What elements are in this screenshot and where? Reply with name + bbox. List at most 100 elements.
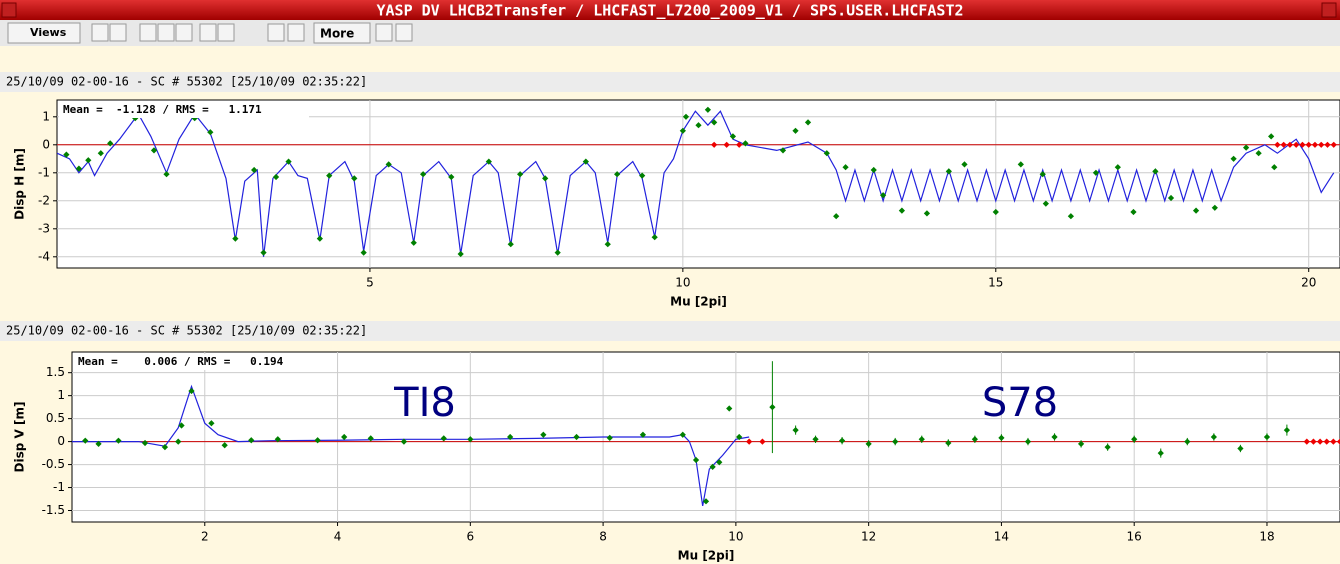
icon[interactable] <box>375 23 393 42</box>
panel-header: 25/10/09 02-00-16 - SC # 55302 [25/10/09… <box>6 324 367 338</box>
icon[interactable] <box>139 23 157 42</box>
annotation: S78 <box>982 380 1058 426</box>
data-point <box>107 140 114 147</box>
y-tick-label: -1 <box>38 165 50 179</box>
data-point <box>1157 449 1164 457</box>
stats: Mean = -1.128 / RMS = 1.171 <box>63 103 262 116</box>
views-label: Views <box>30 26 67 39</box>
data-point <box>1271 164 1278 171</box>
data-point <box>485 158 492 165</box>
x-tick-label: 18 <box>1259 530 1274 544</box>
data-point <box>1336 438 1340 445</box>
y-tick-label: -4 <box>38 249 50 263</box>
data-point <box>1211 204 1218 211</box>
data-point <box>251 166 258 174</box>
title-bar <box>0 0 1340 20</box>
x-tick-label: 10 <box>728 530 743 544</box>
panel-header-bar <box>0 321 1340 341</box>
x-tick-label: 20 <box>1301 276 1316 290</box>
icon[interactable] <box>109 23 127 42</box>
data-point <box>1067 213 1074 220</box>
data-point <box>639 431 647 438</box>
y-tick-label: 1 <box>42 109 50 123</box>
data-point <box>606 434 613 442</box>
y-axis-label: Disp V [m] <box>13 402 27 473</box>
data-point <box>341 433 348 441</box>
annotation: TI8 <box>393 380 456 426</box>
data-point <box>208 420 215 427</box>
x-axis-label: Mu [2pi] <box>670 295 727 309</box>
data-point <box>85 157 92 164</box>
plot-area <box>71 351 1340 523</box>
data-point <box>161 443 169 451</box>
x-tick-label: 12 <box>861 530 876 544</box>
icon[interactable] <box>287 23 305 42</box>
data-point <box>97 150 104 157</box>
data-point <box>1303 438 1310 445</box>
data-point <box>1092 169 1100 176</box>
icon[interactable] <box>267 23 285 42</box>
y-tick-label: -0.5 <box>42 457 65 471</box>
data-point <box>1318 141 1325 148</box>
data-point <box>457 250 464 258</box>
data-point <box>248 437 255 444</box>
panel-header: 25/10/09 02-00-16 - SC # 55302 [25/10/09… <box>6 75 367 89</box>
stats: Mean = 0.006 / RMS = 0.194 <box>78 355 284 368</box>
data-point <box>1152 168 1159 175</box>
data-point <box>1305 141 1312 148</box>
x-axis-label: Mu [2pi] <box>678 549 735 563</box>
data-point <box>1274 141 1281 148</box>
data-point <box>1293 141 1300 148</box>
data-point <box>702 498 710 505</box>
icon[interactable] <box>157 23 175 42</box>
data-point <box>1311 141 1319 148</box>
panel-header-bar <box>0 72 1340 92</box>
window-menu[interactable] <box>1 2 17 18</box>
data-point <box>1077 440 1085 448</box>
data-point <box>1024 438 1032 445</box>
icon[interactable] <box>217 23 235 42</box>
plot-content <box>72 361 1340 507</box>
data-point <box>1280 141 1287 148</box>
data-point <box>1167 194 1175 202</box>
data-point <box>316 235 323 242</box>
data-point <box>1316 438 1324 445</box>
y-tick-label: 0 <box>57 434 65 448</box>
y-tick-label: 1 <box>57 388 65 402</box>
icon[interactable] <box>91 23 109 42</box>
data-point <box>1192 207 1200 214</box>
data-point <box>1184 438 1191 445</box>
more-button[interactable] <box>313 22 371 44</box>
icon[interactable] <box>395 23 413 42</box>
data-point <box>260 249 267 256</box>
data-point <box>400 438 408 445</box>
model-line <box>72 384 750 507</box>
data-point <box>792 426 799 434</box>
data-point <box>1210 433 1217 441</box>
y-axis-label: Disp H [m] <box>13 148 27 220</box>
data-point <box>716 459 723 466</box>
y-tick-label: -1.5 <box>42 503 65 517</box>
data-point <box>507 433 514 441</box>
x-tick-label: 10 <box>675 276 690 290</box>
data-point <box>1299 141 1306 148</box>
data-point <box>1131 436 1138 443</box>
data-point <box>1324 141 1331 148</box>
data-point <box>440 435 447 442</box>
data-point <box>1130 208 1137 216</box>
data-point <box>274 436 281 443</box>
icon[interactable] <box>199 23 217 42</box>
data-point <box>998 434 1005 442</box>
x-tick-label: 2 <box>201 530 209 544</box>
y-tick-label: -3 <box>38 221 50 235</box>
data-point <box>314 437 321 444</box>
data-point <box>1230 155 1237 162</box>
views-button[interactable] <box>7 22 81 44</box>
x-tick-label: 5 <box>366 276 374 290</box>
icon[interactable] <box>175 23 193 42</box>
data-point <box>679 431 686 438</box>
x-tick-label: 16 <box>1127 530 1142 544</box>
data-point <box>1255 150 1262 157</box>
window-close[interactable] <box>1321 2 1337 18</box>
